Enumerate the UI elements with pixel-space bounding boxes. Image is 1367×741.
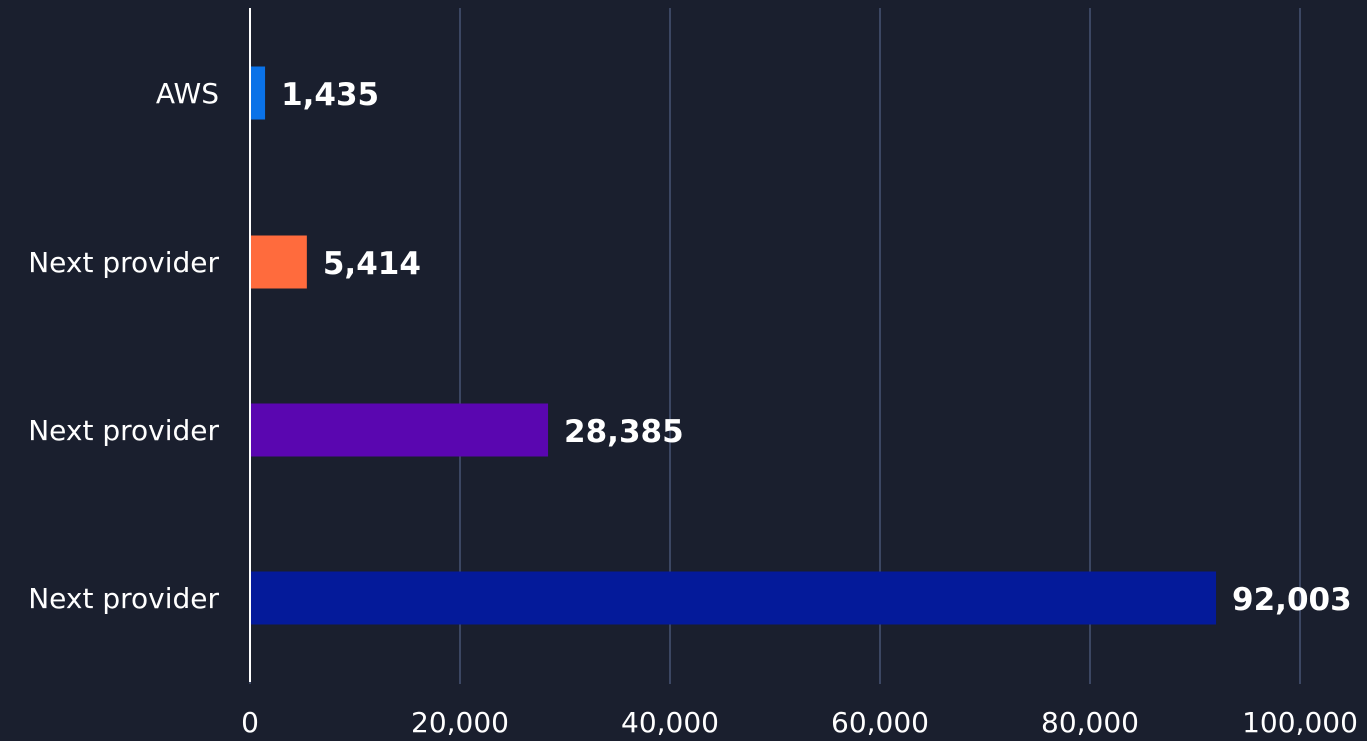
value-label: 1,435 [281,77,379,113]
bar [251,235,307,289]
gridlines [459,8,1301,682]
bars [251,66,1217,625]
bar [251,403,549,457]
category-label: Next provider [28,582,219,615]
value-label: 5,414 [323,246,421,282]
x-tick-label: 100,000 [1242,706,1358,739]
x-tick-label: 60,000 [831,706,929,739]
bar [251,66,266,120]
x-tick-label: 80,000 [1041,706,1139,739]
labels: 0 20,000 40,000 60,000 80,000 100,000 AWS 1,435… [28,77,1358,739]
x-tick-label: 0 [241,706,259,739]
x-tick-label: 20,000 [411,706,509,739]
bar [251,571,1217,625]
category-label: AWS [156,77,219,110]
value-label: 92,003 [1232,582,1352,618]
value-label: 28,385 [564,414,684,450]
axes [249,8,1301,684]
category-label: Next provider [28,246,219,279]
x-tick-label: 40,000 [621,706,719,739]
category-label: Next provider [28,414,219,447]
